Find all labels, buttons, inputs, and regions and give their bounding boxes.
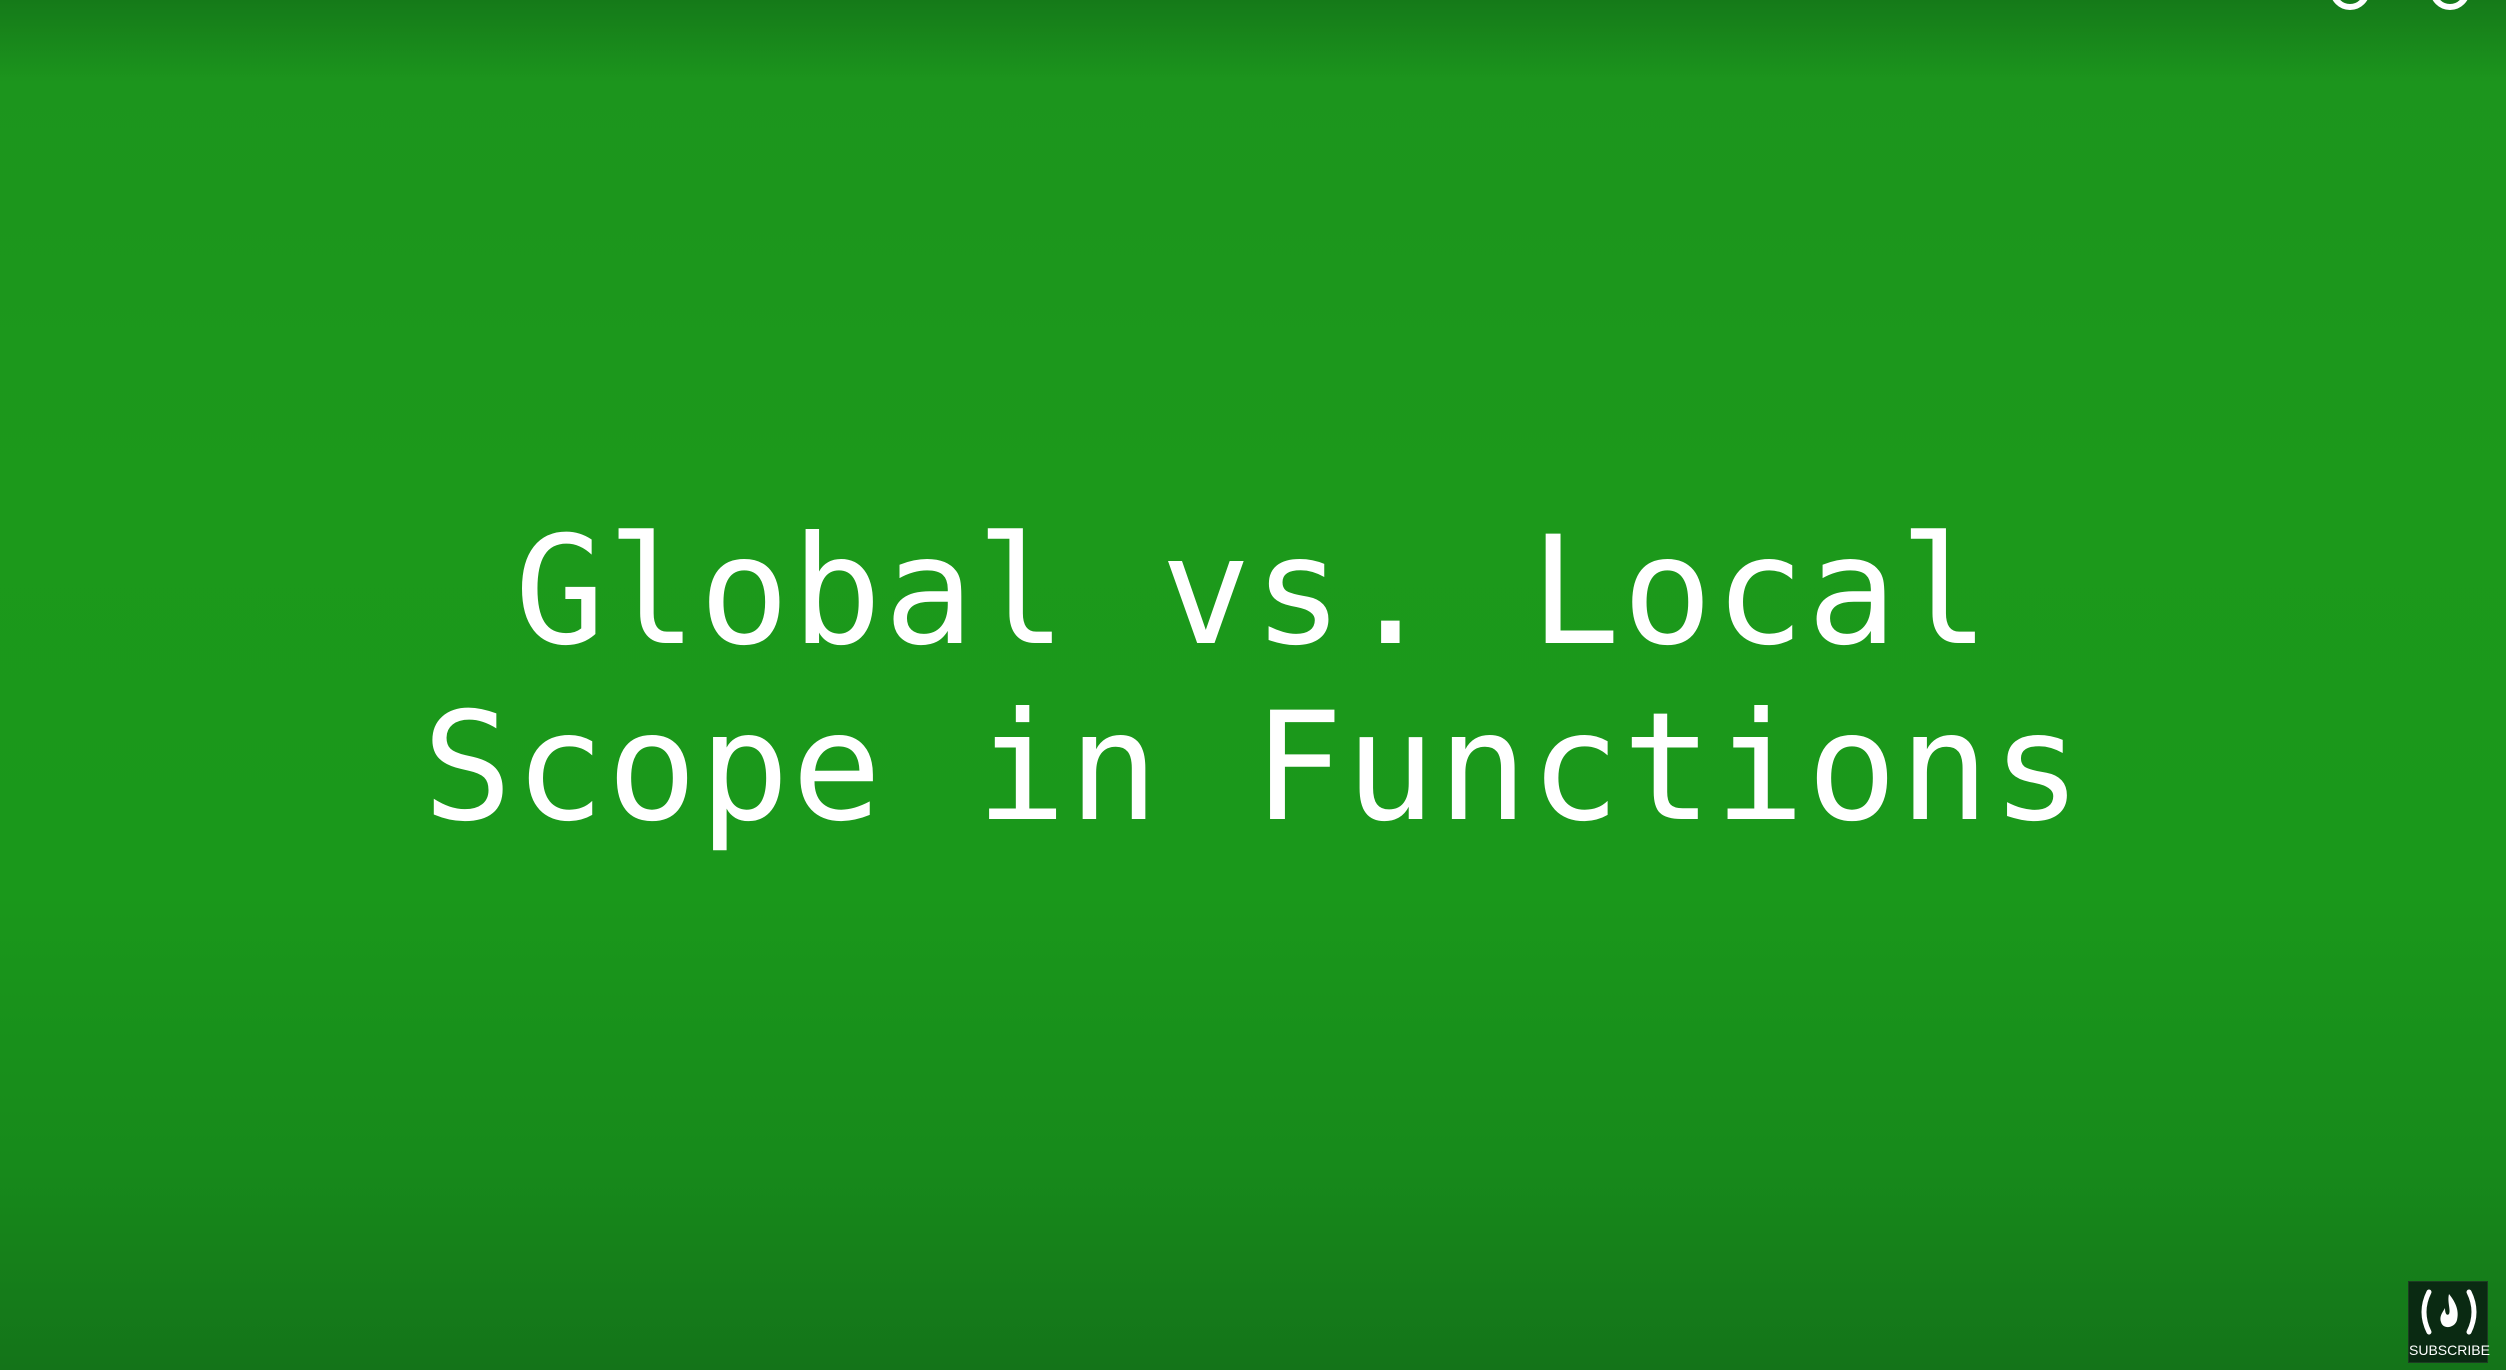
subscribe-label: SUBSCRIBE [2409,1342,2490,1358]
top-overlay-icon-2[interactable] [2430,0,2470,10]
slide-title: Global vs. Local Scope in Functions [0,504,2506,856]
subscribe-button[interactable]: SUBSCRIBE [2408,1281,2490,1363]
slide-title-line-2: Scope in Functions [422,681,2084,855]
top-overlay-icon-1[interactable] [2330,0,2370,10]
freecodecamp-flame-icon [2421,1289,2477,1335]
slide-title-line-1: Global vs. Local [514,505,1992,679]
